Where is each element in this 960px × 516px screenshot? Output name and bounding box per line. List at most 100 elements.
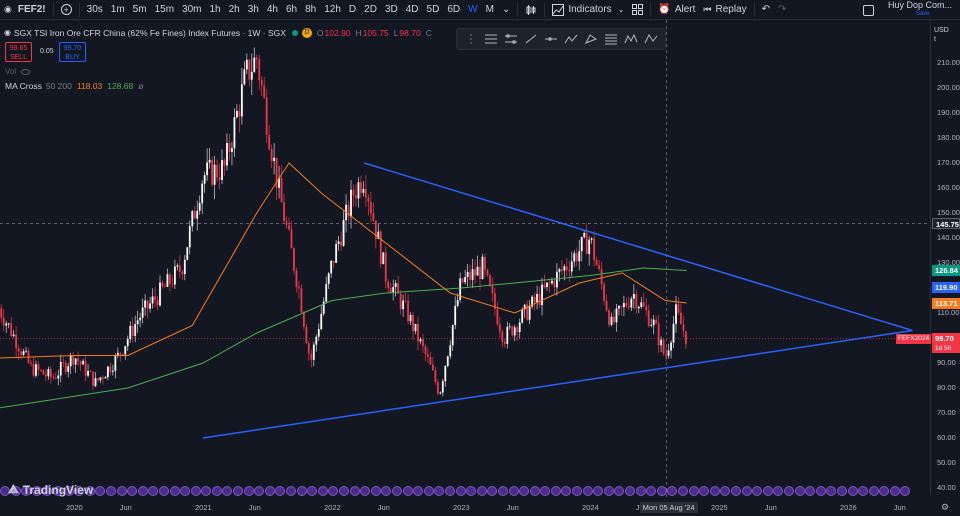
event-marker[interactable] [741, 486, 752, 496]
timeframe-2h[interactable]: 2h [228, 4, 240, 15]
event-marker[interactable] [783, 486, 794, 496]
chart-pane[interactable] [0, 20, 960, 516]
event-marker[interactable] [836, 486, 847, 496]
currency-selector[interactable]: USD t [934, 27, 949, 43]
event-marker[interactable] [508, 486, 519, 496]
trendline-2[interactable] [202, 329, 913, 439]
event-marker[interactable] [730, 486, 741, 496]
event-marker[interactable] [180, 486, 191, 496]
event-marker[interactable] [286, 486, 297, 496]
event-marker[interactable] [572, 486, 583, 496]
event-marker[interactable] [900, 486, 911, 496]
event-marker[interactable] [211, 486, 222, 496]
gear-icon[interactable]: ⚙ [941, 503, 950, 513]
channel-tool-icon[interactable] [503, 32, 519, 46]
event-marker[interactable] [105, 486, 116, 496]
event-marker[interactable] [858, 486, 869, 496]
event-marker[interactable] [296, 486, 307, 496]
redo-button[interactable]: ↷ [774, 0, 790, 20]
event-marker[interactable] [233, 486, 244, 496]
event-marker[interactable] [889, 486, 900, 496]
event-marker[interactable] [593, 486, 604, 496]
event-marker[interactable] [678, 486, 688, 496]
event-marker[interactable] [444, 486, 455, 496]
timeframe-15m[interactable]: 15m [154, 4, 175, 15]
price-chart[interactable] [0, 20, 930, 516]
eye-hidden-icon[interactable] [21, 68, 31, 75]
ma-cross-legend[interactable]: MA Cross 50 200 118.03 128.68 ø [5, 81, 144, 91]
symbol-search[interactable]: ◉ FEF2! [0, 0, 50, 20]
more-timeframes-button[interactable]: ⌄ [501, 4, 511, 15]
layouts-button[interactable] [628, 0, 647, 20]
event-marker[interactable] [42, 486, 53, 496]
event-marker[interactable] [794, 486, 805, 496]
volume-indicator-legend[interactable]: Vol [5, 67, 31, 76]
replay-button[interactable]: ⏮ Replay [703, 4, 747, 15]
undo-button[interactable]: ↶ [758, 0, 774, 20]
timeframe-w[interactable]: W [468, 4, 478, 15]
timeframe-m[interactable]: M [485, 4, 494, 15]
event-marker[interactable] [815, 486, 826, 496]
event-marker[interactable] [413, 486, 424, 496]
event-marker[interactable] [699, 486, 710, 496]
event-marker[interactable] [222, 486, 233, 496]
event-marker[interactable] [370, 486, 381, 496]
timeframe-1m[interactable]: 1m [110, 4, 125, 15]
event-marker[interactable] [434, 486, 445, 496]
event-marker[interactable] [328, 486, 339, 496]
event-marker[interactable] [95, 486, 106, 496]
event-marker[interactable] [752, 486, 763, 496]
event-marker[interactable] [21, 486, 32, 496]
event-marker[interactable] [805, 486, 816, 496]
fib-retracement-tool-icon[interactable] [603, 32, 619, 46]
event-marker[interactable] [614, 486, 625, 496]
time-axis[interactable]: 2020 Jun 2021 Jun 2022 Jun 2023 Jun 2024 Jun 2025 J… [0, 500, 930, 516]
event-marker[interactable] [360, 486, 371, 496]
event-marker[interactable] [137, 486, 148, 496]
timeframe-4d[interactable]: 4D [405, 4, 419, 15]
event-marker[interactable] [339, 486, 349, 496]
event-marker[interactable] [307, 486, 318, 496]
event-marker[interactable] [158, 486, 169, 496]
event-marker[interactable] [762, 486, 773, 496]
event-marker[interactable] [402, 486, 413, 496]
event-marker[interactable] [381, 486, 392, 496]
event-marker[interactable] [0, 486, 10, 496]
timeframe-30s[interactable]: 30s [86, 4, 103, 15]
event-marker[interactable] [529, 486, 540, 496]
add-symbol-button[interactable]: + [57, 0, 76, 20]
timeframe-4h[interactable]: 4h [266, 4, 278, 15]
indicators-button[interactable]: Indicators ⌄ [548, 0, 628, 20]
elliott-wave-tool-icon[interactable] [623, 32, 639, 46]
brush-tool-icon[interactable] [583, 32, 599, 46]
event-marker[interactable] [190, 486, 201, 496]
event-marker[interactable] [243, 486, 254, 496]
event-marker[interactable] [561, 486, 572, 496]
sell-button[interactable]: 99.65 SELL [5, 42, 32, 62]
event-marker[interactable] [116, 486, 127, 496]
timeframe-12h[interactable]: 12h [324, 4, 341, 15]
timeframe-d[interactable]: D [348, 4, 357, 15]
event-marker[interactable] [847, 486, 858, 496]
trendline-tool-icon[interactable] [523, 32, 539, 46]
timeframe-8h[interactable]: 8h [305, 4, 317, 15]
event-marker[interactable] [519, 486, 530, 496]
event-marker[interactable] [826, 486, 837, 496]
chart-type-button[interactable] [521, 0, 541, 20]
event-marker[interactable] [646, 486, 657, 496]
event-marker[interactable] [254, 486, 265, 496]
event-marker[interactable] [264, 486, 275, 496]
event-marker[interactable] [879, 486, 890, 496]
timeframe-30m[interactable]: 30m [182, 4, 202, 15]
buy-button[interactable]: 99.70 BUY [59, 42, 86, 62]
event-marker[interactable] [603, 486, 614, 496]
horizontal-lines-tool-icon[interactable] [483, 32, 499, 46]
event-marker[interactable] [720, 486, 731, 496]
path-tool-icon[interactable] [563, 32, 579, 46]
price-scale[interactable] [930, 20, 960, 495]
event-marker[interactable] [582, 486, 593, 496]
event-marker[interactable] [349, 486, 360, 496]
event-marker[interactable] [74, 486, 85, 496]
save-link[interactable]: Save [915, 11, 930, 17]
event-marker[interactable] [275, 486, 286, 496]
